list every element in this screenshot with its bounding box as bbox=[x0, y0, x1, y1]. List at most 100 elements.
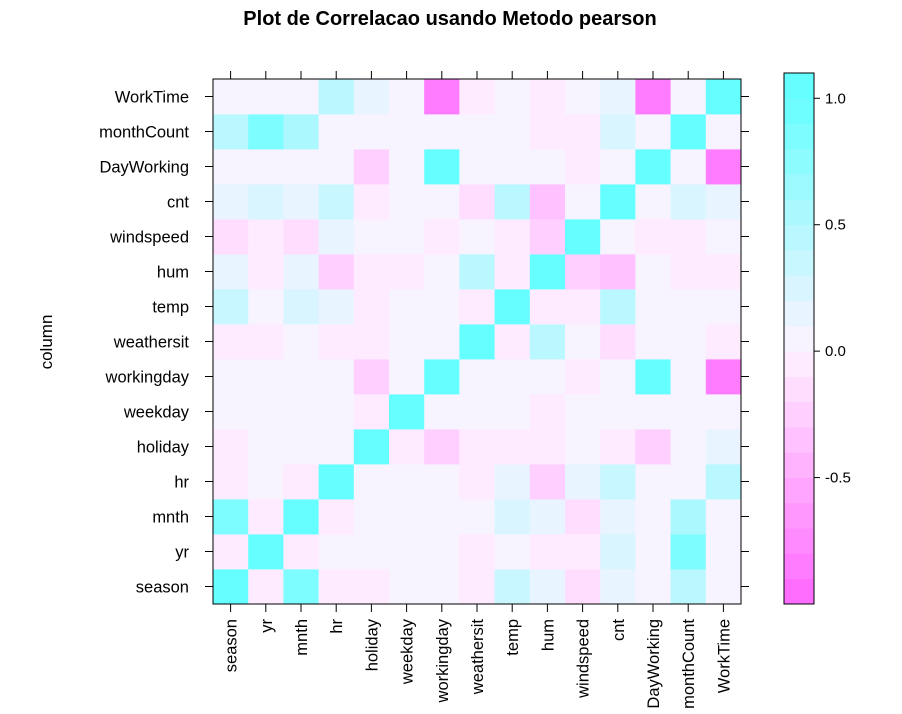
heatmap-cell bbox=[389, 289, 425, 325]
heatmap-cell bbox=[353, 499, 390, 535]
heatmap-cell bbox=[248, 254, 284, 290]
heatmap-cell bbox=[494, 534, 531, 570]
heatmap-cell bbox=[248, 79, 284, 115]
heatmap-cell bbox=[459, 534, 495, 570]
heatmap-cell bbox=[424, 219, 460, 255]
heatmap-cell bbox=[565, 289, 601, 325]
heatmap-cell bbox=[424, 184, 460, 220]
color-key-band bbox=[784, 325, 814, 352]
heatmap-cell bbox=[494, 499, 531, 535]
heatmap-cell bbox=[318, 499, 355, 535]
color-key-band bbox=[784, 73, 814, 99]
heatmap-cell bbox=[635, 289, 671, 325]
axis-ticks: season yr mnth hr holiday weekday workingday we… bbox=[99, 71, 749, 709]
color-key-band bbox=[784, 300, 814, 327]
color-key-band bbox=[784, 528, 814, 554]
heatmap-cell bbox=[213, 359, 249, 395]
heatmap-cell bbox=[248, 114, 284, 150]
heatmap-cell bbox=[459, 184, 495, 220]
heatmap-cell bbox=[318, 359, 355, 395]
heatmap-cell bbox=[353, 394, 390, 430]
color-key-band bbox=[784, 553, 814, 580]
heatmap-cell bbox=[670, 79, 707, 115]
heatmap-cell bbox=[529, 429, 566, 465]
heatmap-cell bbox=[248, 289, 284, 325]
heatmap-cell bbox=[600, 149, 636, 185]
x-tick-label: monthCount bbox=[680, 619, 698, 709]
heatmap-cell bbox=[459, 289, 495, 325]
heatmap-cell bbox=[494, 394, 531, 430]
color-key-band bbox=[784, 224, 814, 251]
heatmap-cell bbox=[248, 429, 284, 465]
heatmap-cell bbox=[635, 79, 671, 115]
heatmap-cell bbox=[670, 499, 707, 535]
heatmap-cell bbox=[529, 114, 566, 150]
color-key-band bbox=[784, 376, 814, 403]
heatmap-cell bbox=[529, 79, 566, 115]
heatmap-cell bbox=[600, 79, 636, 115]
y-tick-label: hr bbox=[174, 474, 189, 492]
heatmap-cell bbox=[705, 359, 742, 395]
color-key-band bbox=[784, 427, 814, 453]
heatmap-cell bbox=[670, 219, 707, 255]
heatmap-cell bbox=[565, 324, 601, 360]
x-tick-label: hum bbox=[539, 619, 557, 651]
heatmap-cell bbox=[213, 114, 249, 150]
chart-title: Plot de Correlacao usando Metodo pearson bbox=[243, 8, 656, 30]
heatmap-cell bbox=[635, 149, 671, 185]
color-key-band bbox=[784, 123, 814, 150]
x-tick-label: hr bbox=[328, 618, 346, 633]
heatmap-cell bbox=[283, 499, 319, 535]
x-tick-label: windspeed bbox=[575, 619, 593, 699]
heatmap-cell bbox=[529, 464, 566, 500]
color-key-band bbox=[784, 174, 814, 200]
heatmap-cell bbox=[424, 149, 460, 185]
heatmap-cell bbox=[600, 569, 636, 605]
heatmap-cell bbox=[353, 324, 390, 360]
y-tick-label: yr bbox=[175, 544, 189, 562]
heatmap-cell bbox=[318, 114, 355, 150]
heatmap-cell bbox=[494, 149, 531, 185]
heatmap-cell bbox=[459, 429, 495, 465]
heatmap-cell bbox=[283, 149, 319, 185]
color-key-band bbox=[784, 502, 814, 529]
heatmap-cell bbox=[424, 429, 460, 465]
heatmap-cell bbox=[565, 464, 601, 500]
x-tick-label: season bbox=[223, 619, 241, 672]
heatmap-cell bbox=[494, 79, 531, 115]
heatmap-cell bbox=[248, 359, 284, 395]
heatmap-cell bbox=[565, 534, 601, 570]
heatmap-cell bbox=[705, 184, 742, 220]
color-key: 1.0 0.5 0.0 -0.5 bbox=[783, 72, 851, 605]
heatmap-cell bbox=[600, 254, 636, 290]
heatmap-cell bbox=[600, 184, 636, 220]
x-tick-label: cnt bbox=[610, 619, 628, 641]
heatmap-cell bbox=[248, 534, 284, 570]
heatmap-cell bbox=[389, 569, 425, 605]
heatmap-cell bbox=[213, 569, 249, 605]
heatmap-cell bbox=[670, 534, 707, 570]
heatmap-cell bbox=[213, 254, 249, 290]
heatmap-cell bbox=[565, 394, 601, 430]
heatmap-cell bbox=[213, 289, 249, 325]
heatmap-cell bbox=[353, 149, 390, 185]
heatmap-cell bbox=[389, 324, 425, 360]
heatmap-cell bbox=[459, 114, 495, 150]
heatmap-cell bbox=[670, 149, 707, 185]
heatmap-cell bbox=[389, 79, 425, 115]
heatmap-cell bbox=[318, 254, 355, 290]
x-tick-label: DayWorking bbox=[645, 619, 663, 709]
heatmap-cell bbox=[565, 429, 601, 465]
heatmap-cell bbox=[213, 79, 249, 115]
heatmap-cell bbox=[318, 324, 355, 360]
heatmap-cell bbox=[459, 324, 495, 360]
heatmap-cell bbox=[213, 499, 249, 535]
heatmap-cell bbox=[705, 464, 742, 500]
heatmap-cell bbox=[635, 324, 671, 360]
heatmap-cell bbox=[705, 79, 742, 115]
heatmap-cell bbox=[318, 149, 355, 185]
heatmap-cell bbox=[600, 114, 636, 150]
heatmap-cell bbox=[459, 464, 495, 500]
color-key-band bbox=[784, 275, 814, 301]
